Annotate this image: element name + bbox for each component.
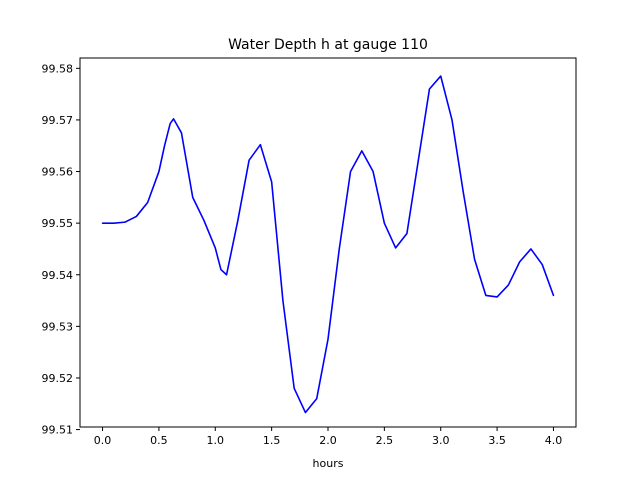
y-tick-label: 99.57 xyxy=(42,114,74,127)
series-line-0 xyxy=(101,75,555,414)
x-tick-label: 4.0 xyxy=(545,434,563,447)
x-tick-label: 2.5 xyxy=(376,434,394,447)
plot-frame xyxy=(79,57,577,428)
x-tick-label: 1.5 xyxy=(263,434,281,447)
y-tick-label: 99.54 xyxy=(42,269,74,282)
x-tick-label: 3.0 xyxy=(432,434,450,447)
y-tick-label: 99.56 xyxy=(42,166,74,179)
y-tick-label: 99.53 xyxy=(42,320,74,333)
x-tick-label: 1.0 xyxy=(207,434,225,447)
y-tick-label: 99.55 xyxy=(42,217,74,230)
y-tick-label: 99.51 xyxy=(42,424,74,437)
plot-area: 0.0 0.5 1.0 1.5 2.0 2.5 3.0 3.5 4.0 99.51 99.52 99.… xyxy=(42,57,577,447)
y-tick-label: 99.58 xyxy=(42,62,74,75)
x-tick-label: 0.0 xyxy=(94,434,112,447)
x-tick-label: 0.5 xyxy=(150,434,168,447)
y-tick-label: 99.52 xyxy=(42,372,74,385)
x-axis-label: hours xyxy=(313,457,344,470)
x-tick-label: 3.5 xyxy=(488,434,506,447)
chart-title: Water Depth h at gauge 110 xyxy=(228,37,428,53)
x-tick-label: 2.0 xyxy=(319,434,337,447)
